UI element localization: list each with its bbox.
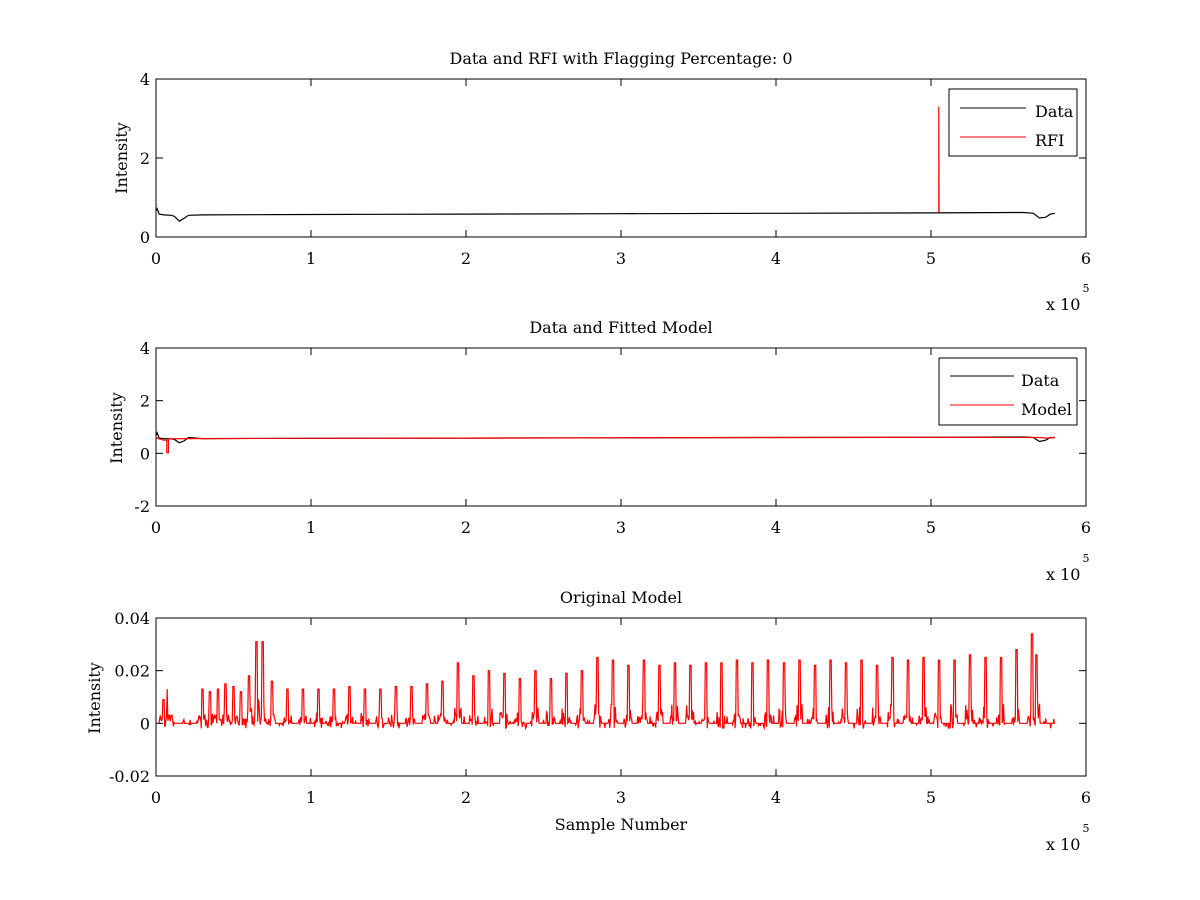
subplot-1-title: Data and RFI with Flagging Percentage: 0 — [449, 49, 792, 68]
subplot-1-ylabel: Intensity — [112, 122, 131, 194]
x-tick-label: 0 — [151, 249, 161, 268]
x-tick-label: 1 — [306, 249, 316, 268]
x-tick-label: 0 — [151, 518, 161, 537]
subplot-1-x-exponent: x 105 — [1046, 282, 1089, 314]
subplot-2-legend-label-model: Model — [1021, 400, 1072, 419]
subplot-1-legend: Data RFI — [948, 88, 1078, 157]
subplot-2-legend-box — [938, 357, 1078, 426]
subplot-2-legend: Data Model — [938, 357, 1078, 426]
series-line-data — [155, 207, 1056, 222]
y-tick-label: -0.02 — [109, 767, 150, 786]
x-tick-label: 3 — [616, 518, 626, 537]
x-tick-label: 5 — [926, 518, 936, 537]
y-tick-label: 0 — [140, 444, 150, 463]
subplot-3-x-exponent-base: x 10 — [1046, 835, 1080, 854]
x-tick-label: 6 — [1081, 518, 1091, 537]
x-tick-label: 5 — [926, 249, 936, 268]
x-tick-label: 1 — [306, 518, 316, 537]
subplot-2-x-exponent-power: 5 — [1082, 552, 1089, 565]
y-tick-label: 0 — [140, 228, 150, 247]
x-tick-label: 3 — [616, 249, 626, 268]
series-line-model — [155, 436, 1056, 454]
subplot-3-x-exponent-power: 5 — [1082, 822, 1089, 835]
subplot-1-legend-box — [948, 88, 1078, 157]
y-tick-label: 0.04 — [114, 609, 150, 628]
x-tick-label: 6 — [1081, 788, 1091, 807]
y-tick-label: 0.02 — [114, 662, 150, 681]
subplot-2-x-exponent: x 105 — [1046, 552, 1089, 584]
x-tick-label: 0 — [151, 788, 161, 807]
y-tick-label: 4 — [140, 70, 150, 89]
subplot-1-x-exponent-base: x 10 — [1046, 295, 1080, 314]
y-tick-label: 2 — [140, 149, 150, 168]
subplot-3-title: Original Model — [560, 588, 682, 607]
x-tick-label: 5 — [926, 788, 936, 807]
subplot-1: Data and RFI with Flagging Percentage: 0… — [112, 49, 1091, 314]
y-tick-label: -2 — [134, 497, 150, 516]
x-tick-label: 4 — [771, 249, 781, 268]
y-tick-label: 0 — [140, 714, 150, 733]
subplot-1-ticks: 0 1 2 3 4 5 6 0 2 4 — [140, 70, 1091, 268]
x-tick-label: 1 — [306, 788, 316, 807]
x-tick-label: 2 — [461, 788, 471, 807]
subplot-1-legend-label-data: Data — [1035, 102, 1074, 121]
x-tick-label: 2 — [461, 518, 471, 537]
subplot-1-series — [155, 106, 1056, 222]
y-tick-label: 4 — [140, 339, 150, 358]
subplot-1-legend-label-rfi: RFI — [1035, 131, 1064, 150]
subplot-3-xlabel: Sample Number — [555, 815, 688, 834]
subplot-1-x-exponent-power: 5 — [1082, 282, 1089, 295]
subplot-2-series — [155, 431, 1056, 454]
subplot-3-x-exponent: x 105 — [1046, 822, 1089, 854]
subplot-2-ylabel: Intensity — [107, 392, 126, 464]
subplot-2-x-exponent-base: x 10 — [1046, 565, 1080, 584]
series-line-series-0 — [158, 633, 1055, 731]
subplot-2-legend-label-data: Data — [1021, 371, 1060, 390]
x-tick-label: 6 — [1081, 249, 1091, 268]
x-tick-label: 4 — [771, 788, 781, 807]
subplot-3-series — [158, 633, 1055, 731]
subplot-3-ylabel: Intensity — [85, 662, 104, 734]
x-tick-label: 2 — [461, 249, 471, 268]
x-tick-label: 4 — [771, 518, 781, 537]
y-tick-label: 2 — [140, 392, 150, 411]
subplot-2-title: Data and Fitted Model — [529, 318, 712, 337]
x-tick-label: 3 — [616, 788, 626, 807]
